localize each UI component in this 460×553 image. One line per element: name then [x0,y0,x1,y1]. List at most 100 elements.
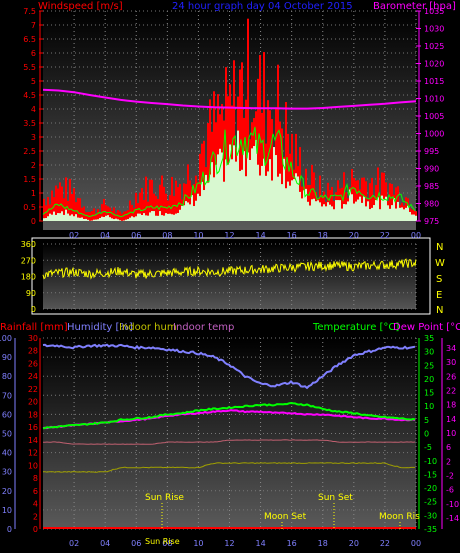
wind-tick-label: 0.5 [23,203,36,212]
climate-time-tick-label: 06 [131,539,141,548]
sun-rise-marker: Sun Rise Sun Rise [145,493,184,546]
windspeed-bar [137,203,139,221]
average-wind-bar [195,200,197,221]
average-wind-bar [385,196,387,221]
average-wind-bar [57,213,59,221]
rain-tick-label: 2 [33,512,38,521]
average-wind-bar [359,196,361,221]
wind-tick-label: 4.5 [23,91,36,100]
average-wind-bar [137,213,139,221]
average-wind-bar [113,219,115,221]
temperature-axis-label: Temperature [°C] [312,322,399,333]
average-wind-bar [317,200,319,221]
average-wind-bar [219,148,221,221]
temperature-tick-label: 35 [424,334,434,343]
climate-time-tick-label: 00 [411,539,421,548]
windspeed-bar [47,197,49,221]
rain-tick-label: 28 [28,347,38,356]
windspeed-bar [59,182,61,221]
windspeed-bar [247,18,249,222]
dew-tick-label: 10 [446,429,456,438]
windspeed-bar [85,212,87,221]
compass-letter-w: W [435,258,445,269]
average-wind-bar [323,204,325,221]
average-wind-bar [213,177,215,221]
average-wind-bar [355,201,357,221]
windspeed-bar [377,167,379,221]
average-wind-bar [239,171,241,221]
average-wind-bar [129,217,131,221]
direction-panel-frame [31,237,431,315]
average-wind-bar [305,188,307,221]
windspeed-bar [77,197,79,221]
climate-time-tick-label: 22 [380,539,390,548]
direction-tick-label: 270 [21,256,36,265]
windspeed-bar [179,183,181,221]
average-wind-bar [377,197,379,221]
sun-rise-time-label: Sun Rise [145,537,180,546]
temperature-tick-label: -15 [424,470,437,479]
average-wind-bar [105,215,107,221]
windspeed-bar [223,120,225,221]
average-wind-bar [395,208,397,221]
windspeed-bar [139,192,141,221]
average-wind-bar [109,217,111,221]
average-wind-bar [155,215,157,221]
windspeed-bar [213,91,215,221]
barometer-tick-label: 1010 [424,95,444,104]
average-wind-bar [349,189,351,221]
average-wind-bar [341,208,343,221]
windspeed-bar [79,198,81,221]
average-wind-bar [199,196,201,221]
windspeed-bar [331,186,333,221]
direction-tick-label: 360 [21,240,36,249]
average-wind-bar [179,209,181,221]
windspeed-bar [227,96,229,221]
average-wind-bar [363,196,365,221]
average-wind-bar [175,213,177,221]
average-wind-bar [365,206,367,221]
climate-time-tick-label: 18 [318,539,328,548]
windspeed-bar [45,205,47,221]
windspeed-bar [245,99,247,221]
barometer-tick-label: 985 [424,182,439,191]
temperature-tick-label: 5 [424,416,429,425]
average-wind-bar [297,176,299,221]
average-wind-bar [275,155,277,221]
average-wind-bar [265,175,267,221]
average-wind-bar [205,174,207,221]
temperature-tick-label: 0 [424,430,429,439]
barometer-tick-label: 975 [424,217,439,226]
indoor-temp-label: Indoor temp [173,322,234,333]
average-wind-bar [267,171,269,221]
average-wind-bar [229,144,231,221]
windspeed-bar [133,208,135,221]
average-wind-bar [387,205,389,221]
average-wind-bar [75,214,77,221]
windspeed-bar [157,198,159,221]
windspeed-bar [43,198,45,221]
windspeed-bar [71,194,73,221]
windspeed-bar [135,192,137,221]
wind-time-tick-label: 16 [287,231,297,240]
average-wind-bar [127,219,129,221]
average-wind-bar [119,220,121,221]
average-wind-bar [247,152,249,221]
average-wind-bar [101,216,103,221]
humidity-axis-label: Humidity [%] [67,322,133,333]
windspeed-axis-label: Windspeed [m/s] [38,1,123,12]
average-wind-bar [227,164,229,221]
windspeed-bar [149,179,151,221]
average-wind-bar [353,203,355,221]
indoor-hum-line [42,462,415,473]
graph-title: 24 hour graph day 04 October 2015 [172,1,353,12]
windspeed-bar [67,200,69,221]
average-wind-bar [95,219,97,221]
average-wind-bar [61,211,63,221]
average-wind-bar [63,214,65,221]
windspeed-bar [65,177,67,221]
average-wind-bar [225,159,227,221]
average-wind-bar [237,130,239,221]
compass-letter-n-bottom: N [436,305,443,316]
windspeed-bar [145,176,147,221]
